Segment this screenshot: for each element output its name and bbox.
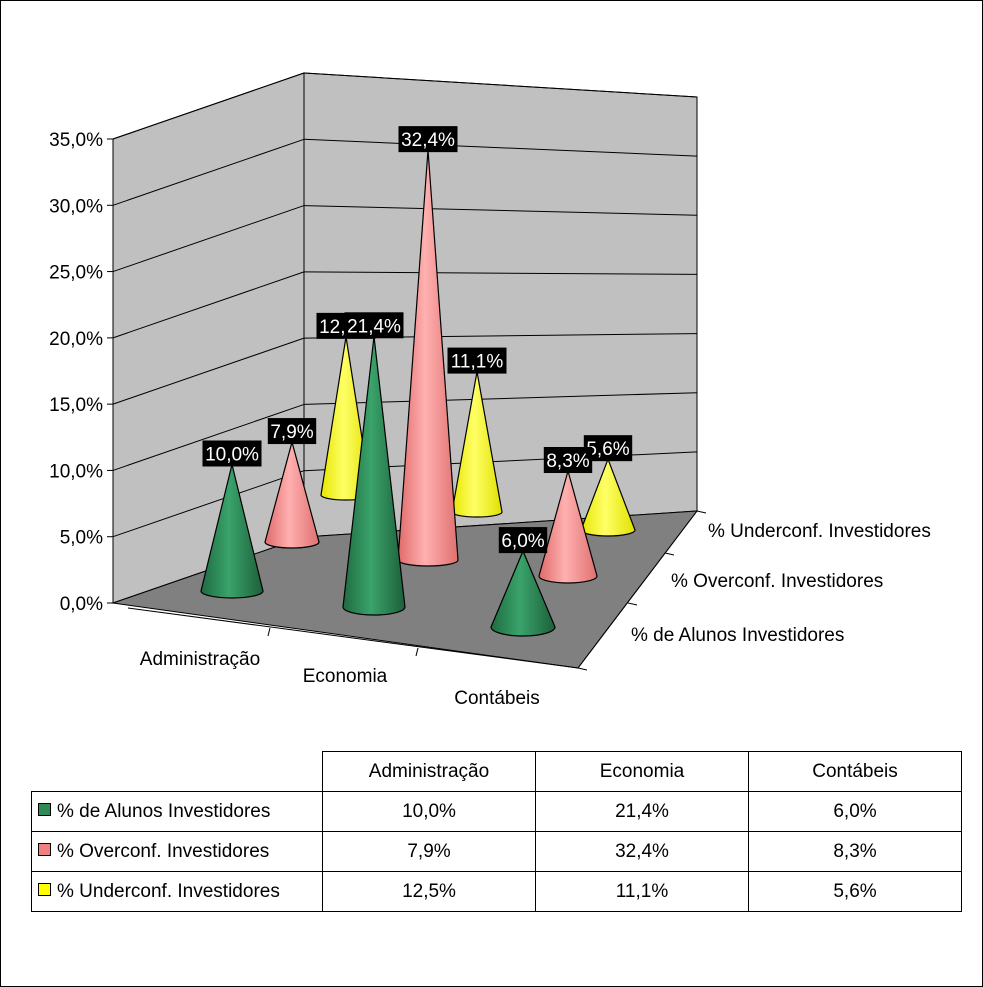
- value-label-box: [543, 447, 593, 474]
- table-row: % Overconf. Investidores 7,9% 32,4% 8,3%: [31, 831, 962, 872]
- table-header-cell: Economia: [535, 751, 749, 792]
- value-label-text: 8,3%: [546, 451, 589, 472]
- value-label-text: 10,0%: [205, 445, 259, 466]
- cone-1-1: [397, 150, 459, 567]
- table-value-cell: 10,0%: [322, 791, 536, 832]
- y-axis: 0,0% 5,0% 10,0% 15,0% 20,0% 25,0% 30,0% 35,0%: [49, 130, 707, 671]
- value-label-box: [498, 527, 548, 554]
- value-label: 11,1%: [447, 347, 507, 374]
- gridline-side: [112, 138, 305, 206]
- legend-swatch-green: [38, 802, 51, 816]
- table-series-name: % de Alunos Investidores: [57, 800, 271, 822]
- value-label-text: 11,1%: [451, 352, 504, 373]
- table-value-cell: 6,0%: [748, 791, 962, 832]
- y-tick-label: 5,0%: [60, 528, 103, 549]
- y-tick-label: 10,0%: [49, 461, 103, 482]
- cone-mark: [200, 464, 264, 599]
- value-labels: 12,5%11,1%5,6%7,9%32,4%8,3%10,0%21,4%6,0…: [202, 126, 633, 554]
- table-corner: [31, 751, 323, 792]
- series-axis-label: % Overconf. Investidores: [671, 571, 883, 592]
- cone-1-2: [538, 468, 598, 584]
- table-value-cell: 32,4%: [535, 831, 749, 872]
- gridline-back: [303, 138, 698, 157]
- table-value-cell: 11,1%: [535, 871, 749, 912]
- gridline-back: [303, 205, 698, 216]
- value-label: 6,0%: [498, 527, 548, 554]
- gridline-side: [112, 72, 305, 140]
- value-label-box: [267, 418, 317, 445]
- series-axis-label: % Underconf. Investidores: [708, 521, 931, 542]
- table-value-cell: 8,3%: [748, 831, 962, 872]
- table-series-cell: % Overconf. Investidores: [31, 831, 323, 872]
- value-label: 8,3%: [543, 447, 593, 474]
- cones: [200, 150, 636, 637]
- cone-mark: [538, 468, 598, 584]
- y-tick-label: 25,0%: [49, 263, 103, 284]
- y-tick-label: 35,0%: [49, 130, 103, 151]
- series-axis-labels: % de Alunos Investidores % Overconf. Inve…: [631, 521, 931, 646]
- x-category-label: Contábeis: [454, 688, 540, 709]
- x-tick-mark: [267, 627, 271, 637]
- cone-mark: [342, 336, 406, 616]
- gridline-back: [303, 72, 698, 98]
- x-category-label: Administração: [140, 649, 260, 670]
- table-row: % Underconf. Investidores 12,5% 11,1% 5,…: [31, 871, 962, 912]
- table-row: % de Alunos Investidores 10,0% 21,4% 6,0…: [31, 791, 962, 832]
- cone-0-2: [490, 549, 556, 637]
- depth-tick-mark: [627, 602, 638, 606]
- cone-mark: [490, 549, 556, 637]
- value-label: 7,9%: [267, 418, 317, 445]
- table-header-cell: Administração: [322, 751, 536, 792]
- table-value-cell: 5,6%: [748, 871, 962, 912]
- y-tick-label: 20,0%: [49, 329, 103, 350]
- y-tick-label: 15,0%: [49, 395, 103, 416]
- table-value-cell: 7,9%: [322, 831, 536, 872]
- table-header-cell: Contábeis: [748, 751, 962, 792]
- gridline-side: [112, 470, 305, 538]
- value-label-box: [398, 126, 458, 153]
- table-series-name: % Underconf. Investidores: [57, 880, 280, 902]
- cone-mark: [264, 439, 320, 549]
- value-label-box: [447, 347, 507, 374]
- gridline-back: [303, 271, 698, 275]
- depth-tick-mark: [577, 667, 588, 671]
- data-table: Administração Economia Contábeis % de Al…: [31, 751, 962, 912]
- cone-1-0: [264, 439, 320, 549]
- legend-swatch-yellow: [38, 882, 51, 896]
- x-axis-labels: Administração Economia Contábeis: [140, 649, 540, 709]
- series-axis-label: % de Alunos Investidores: [631, 625, 844, 646]
- value-label: 10,0%: [202, 440, 262, 467]
- x-category-label: Economia: [303, 666, 388, 687]
- value-label-text: 6,0%: [501, 531, 544, 552]
- gridline-side: [112, 337, 305, 405]
- gridline-side: [112, 271, 305, 339]
- table-value-cell: 21,4%: [535, 791, 749, 832]
- gridline-side: [112, 403, 305, 471]
- depth-tick-mark: [664, 552, 675, 556]
- depth-tick-mark: [696, 510, 707, 514]
- y-tick-label: 30,0%: [49, 196, 103, 217]
- cone-0-0: [200, 464, 264, 599]
- table-series-name: % Overconf. Investidores: [57, 840, 270, 862]
- value-label-text: 32,4%: [401, 130, 455, 151]
- value-label-box: [202, 440, 262, 467]
- table-series-cell: % de Alunos Investidores: [31, 791, 323, 832]
- table-series-cell: % Underconf. Investidores: [31, 871, 323, 912]
- value-label-text: 7,9%: [270, 422, 313, 443]
- y-tick-label: 0,0%: [60, 594, 103, 615]
- gridline-side: [112, 205, 305, 273]
- cone-mark: [397, 150, 459, 567]
- value-label: 32,4%: [398, 126, 458, 153]
- cone-0-1: [342, 336, 406, 616]
- legend-swatch-pink: [38, 842, 51, 856]
- value-label: 21,4%: [344, 312, 404, 339]
- table-header-row: Administração Economia Contábeis: [31, 751, 962, 792]
- table-value-cell: 12,5%: [322, 871, 536, 912]
- value-label-box: [344, 312, 404, 339]
- value-label-text: 21,4%: [347, 316, 401, 337]
- x-tick-mark: [415, 647, 419, 657]
- value-label-text: 5,6%: [586, 439, 629, 460]
